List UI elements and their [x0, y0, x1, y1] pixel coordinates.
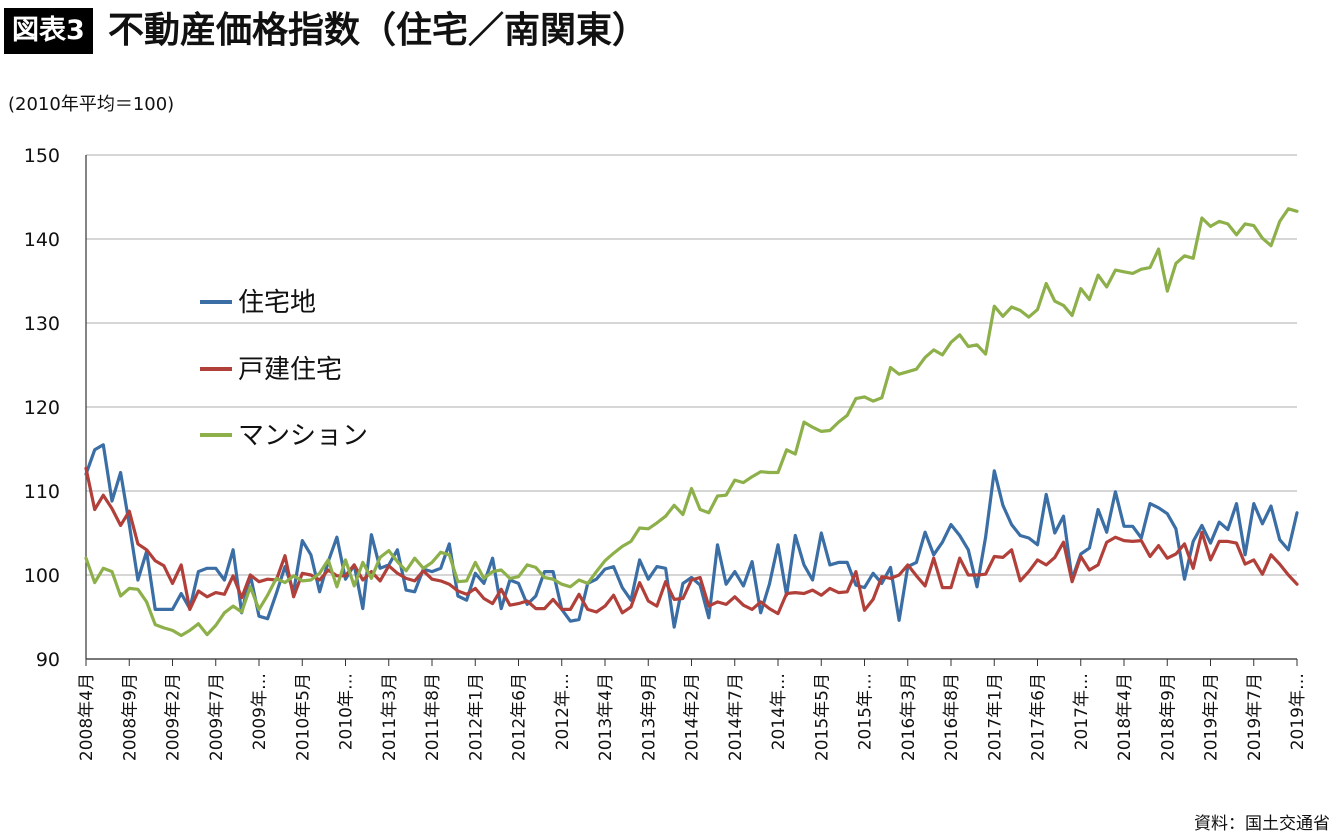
- x-tick-label: 2018年9月: [1158, 673, 1178, 761]
- x-tick-label: 2018年4月: [1115, 673, 1135, 761]
- legend-label-1: 住宅地: [238, 288, 316, 318]
- x-tick-label: 2013年4月: [596, 673, 616, 761]
- x-tick-label: 2019年7月: [1245, 673, 1265, 761]
- y-tick-label: 140: [24, 229, 60, 251]
- y-tick-label: 110: [24, 481, 60, 503]
- x-tick-label: 2008年9月: [120, 673, 140, 761]
- series-line-3: [84, 207, 1299, 638]
- y-tick-labels: 90 100 110 120 130 140 150: [24, 145, 60, 671]
- y-tick-label: 120: [24, 397, 60, 419]
- x-tick-label: 2009年…: [250, 673, 270, 750]
- x-tick-label: 2014年7月: [726, 673, 746, 761]
- x-tick-label: 2017年…: [1072, 673, 1092, 750]
- x-tick-label: 2011年3月: [380, 673, 400, 761]
- x-tick-label: 2010年…: [337, 673, 357, 750]
- x-tick-label: 2019年…: [1288, 673, 1308, 750]
- legend-label-3: マンション: [238, 421, 368, 451]
- x-tick-label: 2015年…: [856, 673, 876, 750]
- x-tick-label: 2015年5月: [812, 673, 832, 761]
- x-tick-label: 2017年1月: [985, 673, 1005, 761]
- source-note: 資料：国土交通省: [1194, 814, 1330, 834]
- x-tick-label: 2017年6月: [1029, 673, 1049, 761]
- y-axis-unit-label: (2010年平均＝100): [8, 94, 175, 115]
- x-tick-label: 2012年6月: [510, 673, 530, 761]
- x-tick-label: 2009年7月: [207, 673, 227, 761]
- y-tick-label: 90: [36, 649, 60, 671]
- series-lines: [84, 207, 1299, 638]
- x-tick-label: 2016年3月: [899, 673, 919, 761]
- y-tick-label: 150: [24, 145, 60, 167]
- series-line-2: [84, 466, 1299, 616]
- x-tick-label: 2008年4月: [77, 673, 97, 761]
- x-tick-label: 2019年2月: [1202, 673, 1222, 761]
- legend-label-2: 戸建住宅: [238, 355, 342, 385]
- x-tick-labels: 2008年4月 2008年9月 2009年2月 2009年7月 2009年… 2010年5…: [77, 659, 1308, 761]
- x-tick-label: 2012年…: [553, 673, 573, 750]
- x-tick-label: 2011年8月: [423, 673, 443, 761]
- x-tick-label: 2014年…: [769, 673, 789, 750]
- x-tick-label: 2016年8月: [942, 673, 962, 761]
- chart-title: 不動産価格指数（住宅／南関東）: [108, 10, 649, 51]
- x-tick-label: 2013年9月: [639, 673, 659, 761]
- y-tick-label: 130: [24, 313, 60, 335]
- x-tick-label: 2010年5月: [293, 673, 313, 761]
- figure-number-badge: 図表3: [4, 8, 93, 54]
- x-tick-label: 2009年2月: [164, 673, 184, 761]
- y-tick-label: 100: [24, 565, 60, 587]
- x-tick-label: 2012年1月: [466, 673, 486, 761]
- x-tick-label: 2014年2月: [683, 673, 703, 761]
